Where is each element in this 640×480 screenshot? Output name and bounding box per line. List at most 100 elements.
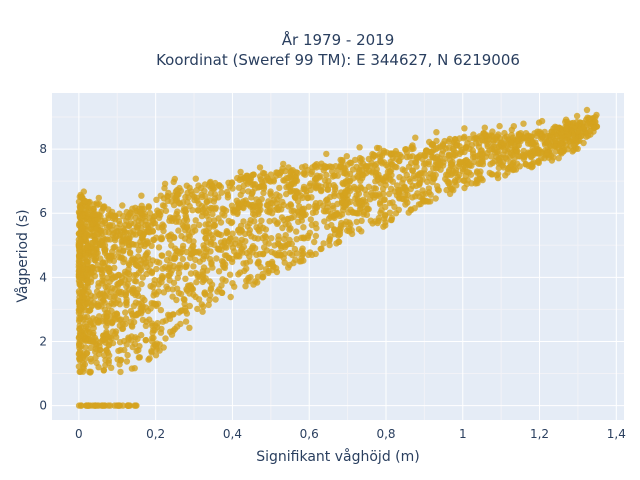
data-point [408,206,415,214]
data-point [121,271,129,278]
data-point [149,329,156,336]
data-point [338,197,346,204]
data-point [321,164,328,171]
data-point [231,240,238,247]
data-point [183,182,190,189]
data-point [92,402,99,409]
data-point [173,192,181,199]
data-point [447,160,455,167]
data-point [153,196,160,203]
data-point [253,224,260,231]
data-point [393,164,400,171]
data-point [399,166,406,173]
data-point [548,157,556,164]
y-tick-label: 8 [39,142,47,156]
data-point [313,203,320,210]
data-point [504,165,512,173]
data-point [408,144,415,151]
data-point [181,205,188,212]
data-point [215,215,222,222]
y-tick-labels: 0 2 4 6 8 [39,142,47,412]
data-point [93,288,101,295]
data-point [324,186,332,193]
data-point [460,135,467,142]
data-point [415,201,423,208]
data-point [76,222,83,229]
data-point [273,220,281,227]
data-point [237,222,245,229]
data-point [530,140,537,148]
data-point [259,169,267,177]
data-point [355,199,362,207]
data-point [416,170,424,177]
data-point [218,289,226,296]
data-point [278,214,286,221]
data-point [515,137,522,144]
data-point [192,217,199,224]
data-point [130,241,137,248]
data-point [223,188,231,196]
data-point [195,207,202,214]
data-point [359,160,367,167]
data-point [142,337,149,344]
data-point [346,177,354,184]
data-point [146,229,153,236]
data-point [123,208,130,216]
data-point [198,212,206,220]
data-point [440,159,447,166]
data-point [238,200,245,207]
data-point [79,360,87,367]
data-point [256,164,264,171]
data-point [226,271,234,278]
data-point [167,328,174,335]
x-tick-label: 1,2 [530,427,549,441]
data-point [282,232,289,239]
data-point [173,296,180,304]
data-point [246,226,253,234]
data-point [286,226,293,233]
data-point [525,140,532,147]
data-point [386,199,393,207]
data-point [267,190,274,197]
data-point [258,217,265,224]
data-point [376,191,383,198]
data-point [100,278,108,285]
data-point [356,144,363,151]
data-point [305,203,312,210]
data-point [215,194,222,201]
data-point [87,355,94,363]
data-point [99,260,106,267]
data-point [369,168,377,175]
data-point [147,261,154,268]
data-point [572,140,579,147]
data-point [369,150,376,158]
data-point [116,210,123,217]
data-point [299,209,307,217]
data-point [433,129,440,136]
data-point [94,230,101,238]
data-point [442,175,449,183]
data-point [100,367,108,374]
data-point [304,194,311,202]
data-point [240,243,248,251]
data-point [265,267,272,275]
data-point [159,318,167,325]
data-point [465,161,473,169]
data-point [541,128,548,136]
data-point [219,205,226,212]
data-point [182,307,189,315]
data-point [99,241,107,249]
data-point [479,161,487,168]
data-point [333,240,340,247]
data-point [534,145,541,153]
data-point [213,229,220,236]
data-point [163,256,171,264]
data-point [564,118,571,126]
data-point [176,250,184,257]
data-point [544,138,551,146]
data-point [555,155,562,162]
data-point [85,402,92,409]
y-tick-label: 6 [39,206,47,220]
data-point [139,316,147,324]
data-point [534,158,542,166]
